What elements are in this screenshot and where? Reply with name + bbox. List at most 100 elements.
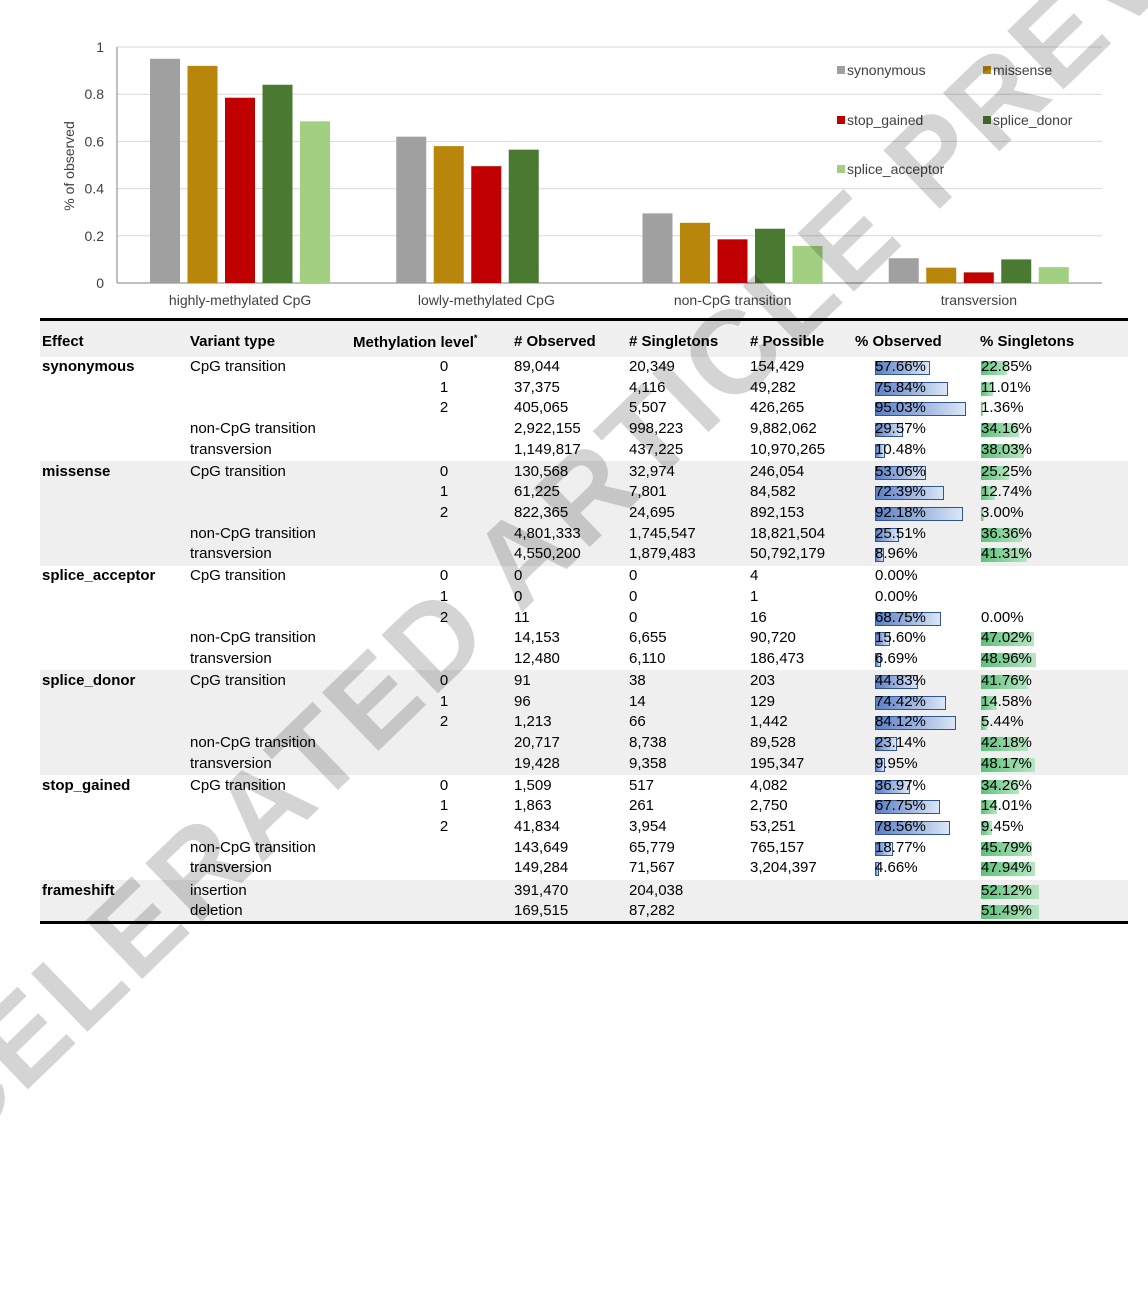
observed-pct: 36.97% <box>875 776 926 794</box>
singleton-count: 1,879,483 <box>629 545 696 563</box>
singleton-pct: 12.74% <box>981 483 1032 501</box>
methylation-level: 2 <box>439 399 449 417</box>
y-tick-label: 0.8 <box>85 86 105 102</box>
singleton-pct: 38.03% <box>981 440 1032 458</box>
observed-pct-bar <box>875 821 951 835</box>
possible-count: 765,157 <box>750 838 805 856</box>
singleton-pct: 0.00% <box>981 608 1024 626</box>
observed-pct: 29.57% <box>875 419 926 437</box>
variant-type: non-CpG transition <box>190 419 316 437</box>
variant-type: non-CpG transition <box>190 838 316 856</box>
observed-pct-bar <box>875 695 947 710</box>
header-pct-observed: % Observed <box>855 333 942 350</box>
methylation-level: 2 <box>439 818 449 835</box>
possible-count: 89,528 <box>750 734 796 751</box>
singleton-pct-bar <box>981 506 985 521</box>
table-row: 2 405,065 5,507 426,265 95.03% 1.36% <box>40 399 1128 419</box>
methylation-level: 0 <box>439 358 449 375</box>
observed-pct-bar <box>875 611 941 626</box>
observed-pct: 57.66% <box>875 358 926 375</box>
observed-pct: 92.18% <box>875 503 926 521</box>
table-row: splice_donor CpG transition 0 91 38 203 44.83%… <box>40 672 1128 692</box>
variant-type: transversion <box>190 440 272 458</box>
singleton-count: 1,745,547 <box>629 524 696 542</box>
singleton-pct: 48.96% <box>981 650 1032 667</box>
observed-pct-bar <box>875 862 880 877</box>
possible-count: 50,792,179 <box>750 545 826 563</box>
table-row: 1 96 14 129 74.42% 14.58% <box>40 693 1128 713</box>
possible-count: 9,882,062 <box>750 419 817 437</box>
singleton-pct-bar <box>981 884 1040 899</box>
table-row: 2 41,834 3,954 53,251 78.56% 9.45% <box>40 818 1128 838</box>
observed-count: 14,153 <box>514 629 560 647</box>
bar-synonymous-1 <box>396 136 427 283</box>
observed-pct: 0.00% <box>875 587 918 605</box>
table-row: 2 1,213 66 1,442 84.12% 5.44% <box>40 713 1128 733</box>
possible-count: 2,750 <box>750 797 788 815</box>
observed-pct-bar <box>875 422 904 437</box>
singleton-count: 0 <box>629 567 638 585</box>
possible-count: 246,054 <box>750 462 805 480</box>
bar-stop_gained-1 <box>471 166 502 283</box>
bar-synonymous-0 <box>150 58 180 283</box>
singleton-pct-bar <box>981 486 996 501</box>
singleton-count: 261 <box>629 797 655 815</box>
legend-label-splice_donor: splice_donor <box>993 112 1073 128</box>
singleton-pct-bar <box>981 757 1035 772</box>
singleton-pct: 41.76% <box>981 672 1032 690</box>
table-row: 1 0 0 1 0.00% <box>40 588 1128 608</box>
table-row: non-CpG transition 143,649 65,779 765,157 18… <box>40 839 1128 859</box>
bar-splice_donor-0 <box>262 84 293 283</box>
singleton-pct: 25.25% <box>981 462 1032 480</box>
possible-count: 10,970,265 <box>750 440 826 458</box>
singleton-pct-bar <box>981 653 1036 667</box>
observed-pct: 75.84% <box>875 378 926 396</box>
variant-type: CpG transition <box>190 672 286 690</box>
legend-label-stop_gained: stop_gained <box>847 112 923 128</box>
variant-type: non-CpG transition <box>190 629 316 647</box>
legend-swatch-stop_gained <box>837 116 845 124</box>
observed-pct: 4.66% <box>875 859 918 877</box>
y-tick-label: 1 <box>96 39 104 55</box>
header-variant-type: Variant type <box>190 333 276 350</box>
observed-count: 130,568 <box>514 462 569 480</box>
observed-pct-bar <box>875 779 911 794</box>
effect-name: missense <box>42 462 111 480</box>
singleton-pct-bar <box>981 361 1007 375</box>
singleton-count: 3,954 <box>629 818 667 835</box>
possible-count: 195,347 <box>750 754 805 772</box>
header-methylation-level: Methylation level* <box>353 333 477 351</box>
header-footnote-mark: * <box>473 333 478 343</box>
singleton-pct-bar <box>981 695 998 710</box>
possible-count: 1 <box>750 587 759 605</box>
observed-pct: 23.14% <box>875 734 926 751</box>
bar-splice_acceptor-2 <box>792 245 823 283</box>
y-axis-label: % of observed <box>61 121 77 211</box>
possible-count: 1,442 <box>750 713 788 731</box>
observed-count: 96 <box>514 692 531 710</box>
legend-label-missense: missense <box>993 62 1052 78</box>
bar-splice_donor-2 <box>755 228 785 283</box>
possible-count: 426,265 <box>750 399 805 417</box>
legend-label-synonymous: synonymous <box>847 62 926 78</box>
variant-type: transversion <box>190 545 272 563</box>
possible-count: 892,153 <box>750 503 805 521</box>
singleton-pct-bar <box>981 862 1035 877</box>
variant-type: non-CpG transition <box>190 734 316 751</box>
singleton-pct: 9.45% <box>981 818 1024 835</box>
observed-pct-bar <box>875 486 945 501</box>
observed-pct: 0.00% <box>875 567 918 585</box>
observed-pct-bar <box>875 653 882 667</box>
table-row: 2 822,365 24,695 892,153 92.18% 3.00% <box>40 504 1128 524</box>
singleton-pct: 22.85% <box>981 358 1032 375</box>
variant-type: insertion <box>190 881 247 899</box>
variant-type: CpG transition <box>190 358 286 375</box>
methylation-level: 1 <box>439 692 449 710</box>
variant-type: CpG transition <box>190 462 286 480</box>
observed-pct: 8.96% <box>875 545 918 563</box>
observed-count: 20,717 <box>514 734 560 751</box>
methylation-level: 1 <box>439 378 449 396</box>
observed-pct-bar <box>875 548 884 563</box>
observed-pct: 84.12% <box>875 713 926 731</box>
observed-pct: 6.69% <box>875 650 918 667</box>
